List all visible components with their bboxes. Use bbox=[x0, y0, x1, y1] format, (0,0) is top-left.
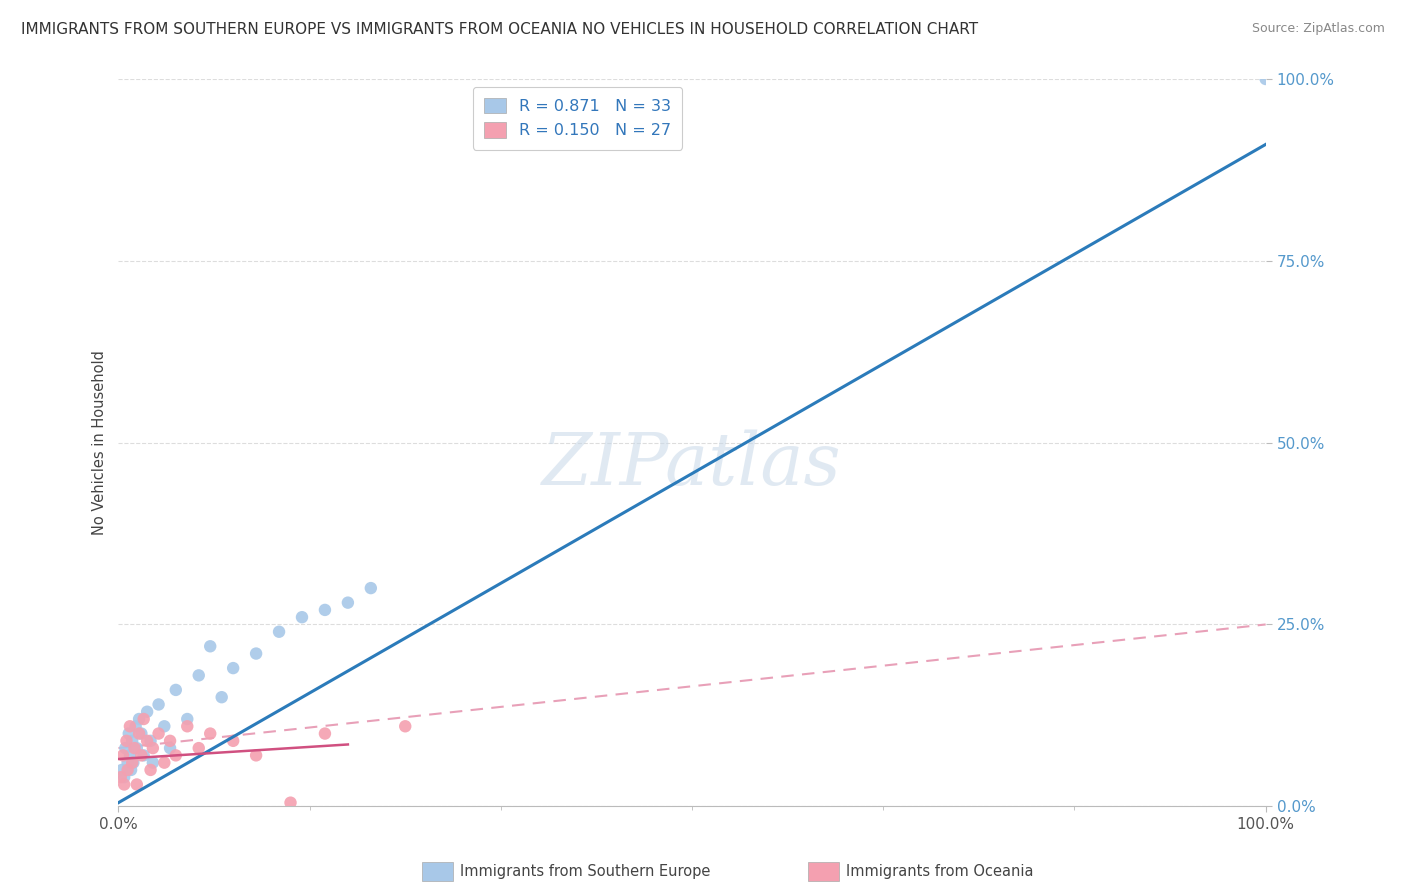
Point bbox=[125, 777, 148, 791]
Point bbox=[360, 581, 382, 595]
Text: Immigrants from Oceania: Immigrants from Oceania bbox=[846, 864, 1033, 879]
Point bbox=[314, 603, 336, 617]
Text: IMMIGRANTS FROM SOUTHERN EUROPE VS IMMIGRANTS FROM OCEANIA NO VEHICLES IN HOUSEH: IMMIGRANTS FROM SOUTHERN EUROPE VS IMMIG… bbox=[21, 22, 979, 37]
Point bbox=[110, 770, 132, 784]
Text: ZIPatlas: ZIPatlas bbox=[543, 429, 842, 500]
Text: Source: ZipAtlas.com: Source: ZipAtlas.com bbox=[1251, 22, 1385, 36]
Point bbox=[115, 734, 138, 748]
Point bbox=[128, 726, 150, 740]
Point bbox=[117, 756, 139, 770]
Point bbox=[176, 712, 198, 726]
Point bbox=[114, 741, 136, 756]
Point bbox=[148, 726, 170, 740]
Point bbox=[142, 756, 165, 770]
Point bbox=[153, 756, 176, 770]
Point bbox=[159, 741, 181, 756]
Point bbox=[125, 741, 148, 756]
Point bbox=[112, 748, 135, 763]
Point bbox=[139, 734, 162, 748]
Point bbox=[121, 734, 143, 748]
Point bbox=[159, 734, 181, 748]
Point bbox=[111, 763, 134, 777]
Point bbox=[132, 712, 155, 726]
Point bbox=[121, 756, 143, 770]
Point bbox=[124, 741, 146, 756]
Point bbox=[245, 748, 267, 763]
Point bbox=[118, 719, 141, 733]
Point bbox=[118, 726, 141, 740]
Point bbox=[124, 719, 146, 733]
Point bbox=[132, 748, 155, 763]
Point bbox=[267, 624, 290, 639]
Point bbox=[131, 726, 153, 740]
Point bbox=[280, 796, 302, 810]
Point bbox=[291, 610, 314, 624]
Point bbox=[118, 748, 141, 763]
Point bbox=[142, 741, 165, 756]
Point bbox=[131, 748, 153, 763]
Point bbox=[222, 734, 245, 748]
Point bbox=[314, 726, 336, 740]
Point bbox=[1254, 72, 1277, 87]
Text: Immigrants from Southern Europe: Immigrants from Southern Europe bbox=[460, 864, 710, 879]
Point bbox=[200, 640, 222, 654]
Point bbox=[211, 690, 233, 705]
Point bbox=[187, 668, 209, 682]
Point bbox=[148, 698, 170, 712]
Point bbox=[222, 661, 245, 675]
Point bbox=[112, 777, 135, 791]
Point bbox=[120, 763, 142, 777]
Point bbox=[394, 719, 416, 733]
Point bbox=[122, 756, 145, 770]
Point bbox=[128, 712, 150, 726]
Point bbox=[136, 705, 159, 719]
Point bbox=[187, 741, 209, 756]
Point bbox=[165, 748, 187, 763]
Point bbox=[153, 719, 176, 733]
Point bbox=[112, 770, 135, 784]
Point bbox=[336, 596, 359, 610]
Legend: R = 0.871   N = 33, R = 0.150   N = 27: R = 0.871 N = 33, R = 0.150 N = 27 bbox=[472, 87, 682, 150]
Point bbox=[245, 647, 267, 661]
Y-axis label: No Vehicles in Household: No Vehicles in Household bbox=[93, 351, 107, 535]
Point bbox=[139, 763, 162, 777]
Point bbox=[165, 682, 187, 697]
Point bbox=[200, 726, 222, 740]
Point bbox=[176, 719, 198, 733]
Point bbox=[117, 763, 139, 777]
Point bbox=[136, 734, 159, 748]
